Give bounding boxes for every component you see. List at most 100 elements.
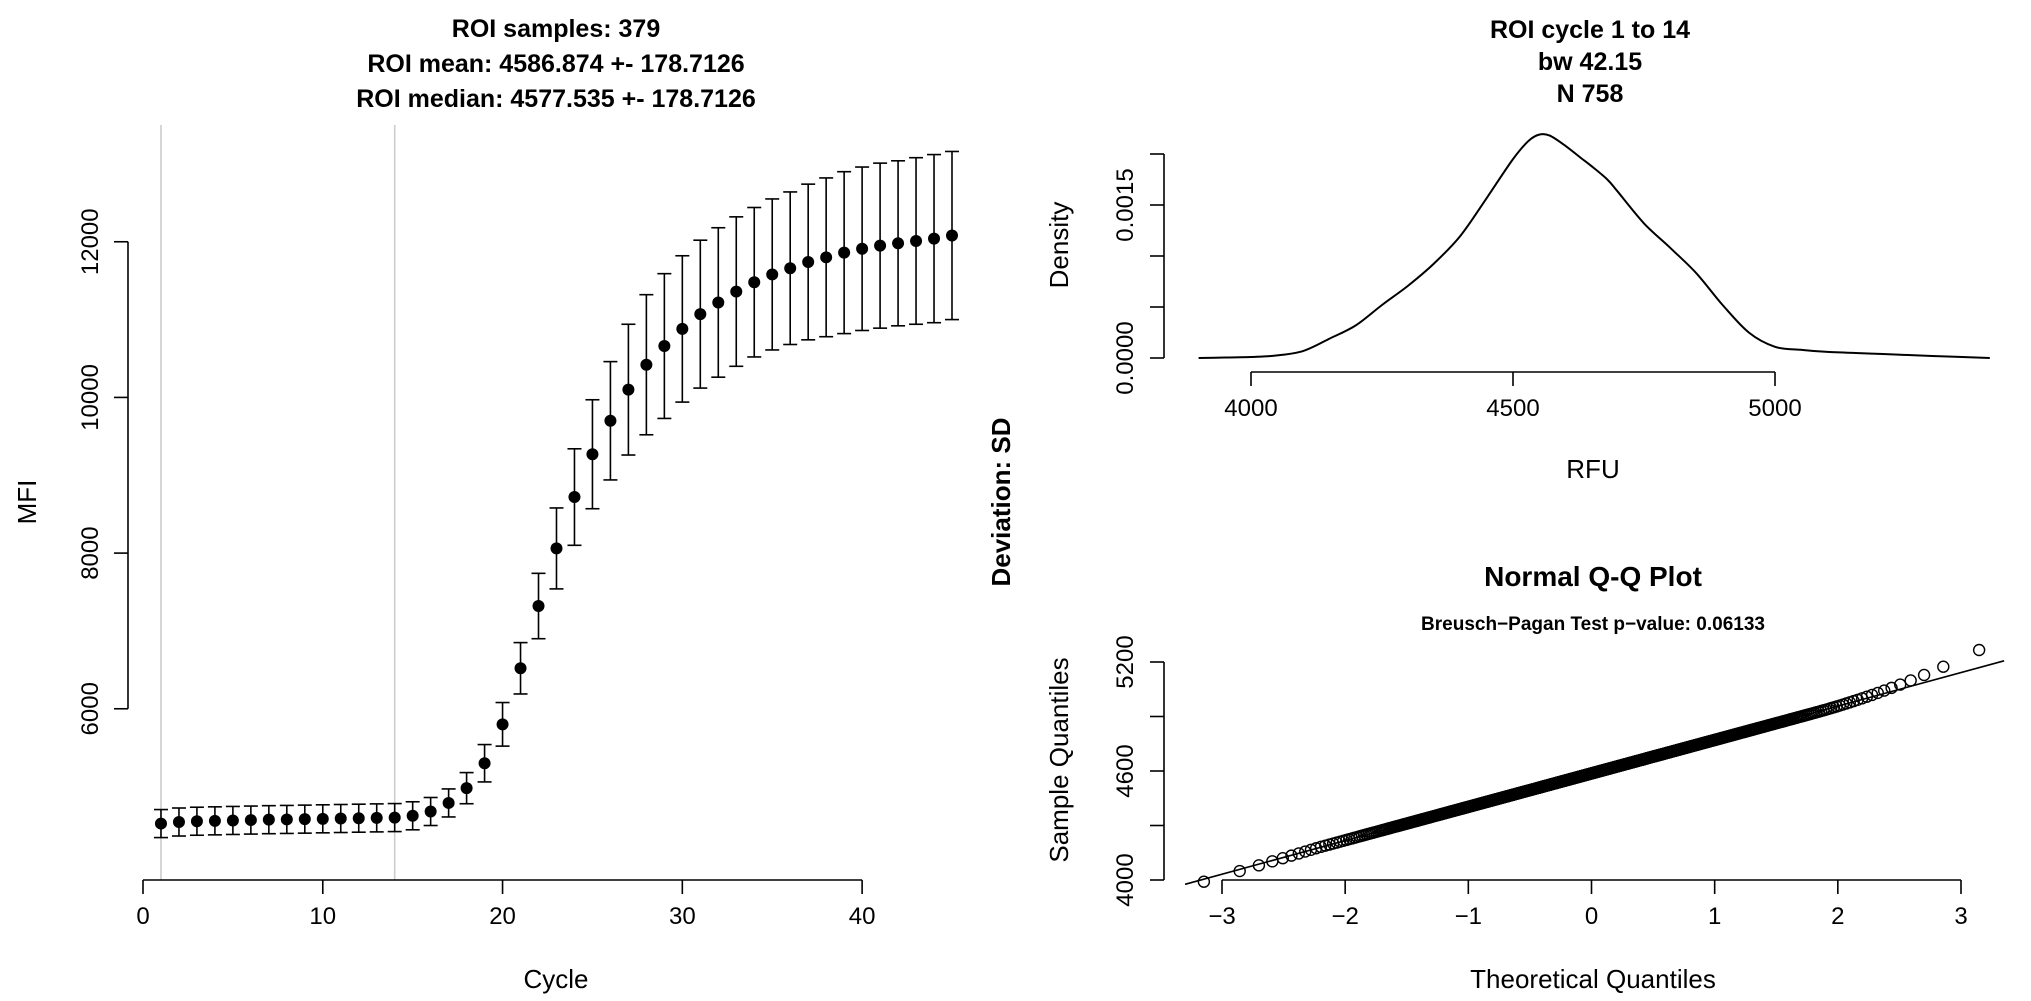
- data-point: [532, 600, 545, 613]
- density-y-tick-label: 0.0000: [1112, 321, 1139, 394]
- mfi-cycle-plot: 6000 8000 10000 12000 0 10 20 30 40: [77, 125, 959, 930]
- data-point: [766, 268, 779, 281]
- density-x-tick-label: 5000: [1748, 395, 1801, 422]
- density-y-label: Density: [1044, 202, 1074, 289]
- data-point: [442, 796, 455, 809]
- left-title-line-1: ROI samples: 379: [452, 15, 660, 43]
- data-point: [568, 491, 581, 504]
- qq-point: [1309, 842, 1323, 855]
- qq-point: [1285, 849, 1298, 862]
- qq-x-tick-label: −1: [1455, 903, 1482, 930]
- data-point: [352, 812, 365, 825]
- qq-plot: 4000 4600 5200 −3 −2 −1 0 1 2 3: [1112, 635, 2005, 930]
- data-point: [694, 308, 707, 321]
- left-title-line-3: ROI median: 4577.535 +- 178.7126: [356, 85, 756, 113]
- left-y-tick-label: 12000: [77, 208, 104, 275]
- density-x-tick-label: 4500: [1486, 395, 1539, 422]
- left-title: ROI samples: 379 ROI mean: 4586.874 +- 1…: [356, 15, 756, 113]
- qq-title: Normal Q-Q Plot: [1484, 561, 1702, 592]
- qq-y-label: Sample Quantiles: [1044, 657, 1074, 862]
- data-point: [604, 414, 617, 427]
- qq-point: [1885, 681, 1898, 695]
- left-x-label: Cycle: [523, 964, 588, 994]
- data-point: [370, 811, 383, 824]
- data-point: [298, 813, 311, 826]
- qq-y-tick-label: 4600: [1112, 744, 1139, 797]
- data-point: [514, 662, 527, 675]
- qq-x-tick-label: −2: [1331, 903, 1358, 930]
- left-x-tick-label: 30: [669, 903, 696, 930]
- data-point: [406, 809, 419, 822]
- density-title-line-3: N 758: [1557, 80, 1624, 108]
- data-point: [172, 816, 185, 829]
- data-point: [190, 815, 203, 828]
- left-x-tick-label: 0: [136, 903, 149, 930]
- density-title-line-2: bw 42.15: [1538, 48, 1642, 76]
- data-point: [280, 813, 293, 826]
- qq-point: [1904, 674, 1917, 687]
- qq-x-tick-label: 1: [1708, 903, 1721, 930]
- data-point: [928, 232, 941, 245]
- data-point: [838, 246, 851, 259]
- data-point: [946, 229, 958, 242]
- data-point: [316, 812, 329, 825]
- qq-point: [1893, 678, 1907, 691]
- data-point: [820, 251, 833, 264]
- data-point: [226, 814, 239, 827]
- left-y-tick-label: 6000: [77, 682, 104, 735]
- left-x-tick-label: 10: [309, 903, 336, 930]
- data-point: [892, 237, 905, 250]
- data-point: [622, 383, 635, 396]
- density-title-line-1: ROI cycle 1 to 14: [1490, 16, 1690, 44]
- data-point: [424, 805, 437, 818]
- qq-x-tick-label: −3: [1208, 903, 1235, 930]
- qq-x-tick-label: 2: [1831, 903, 1844, 930]
- qq-point: [1917, 668, 1931, 682]
- data-point: [802, 255, 815, 268]
- qq-point: [1871, 686, 1884, 700]
- data-point: [208, 814, 221, 827]
- qq-y-tick-label: 5200: [1112, 635, 1139, 688]
- density-x-tick-label: 4000: [1224, 395, 1277, 422]
- data-point: [586, 448, 599, 461]
- qq-point: [1299, 845, 1312, 858]
- qq-point: [1937, 660, 1950, 673]
- qq-point: [1292, 847, 1305, 860]
- data-point: [748, 276, 761, 289]
- qq-subtitle: Breusch−Pagan Test p−value: 0.06133: [1421, 614, 1765, 635]
- qq-y-tick-label: 4000: [1112, 853, 1139, 906]
- data-point: [460, 782, 473, 795]
- left-title-line-2: ROI mean: 4586.874 +- 178.7126: [367, 50, 744, 78]
- qq-point: [1972, 643, 1986, 657]
- qq-point: [1233, 864, 1246, 878]
- data-point: [496, 718, 509, 731]
- left-x-tick-label: 20: [489, 903, 516, 930]
- data-point: [712, 296, 725, 309]
- qq-point: [1860, 690, 1874, 703]
- data-point: [658, 340, 671, 353]
- data-point: [388, 811, 401, 824]
- qq-point: [1865, 688, 1879, 702]
- data-point: [262, 813, 275, 826]
- left-y-tick-label: 8000: [77, 526, 104, 579]
- density-plot: 0.0000 0.0015 4000 4500 5000: [1112, 133, 1990, 422]
- data-point: [640, 358, 653, 371]
- data-point: [856, 242, 869, 255]
- data-point: [910, 234, 923, 247]
- density-y-tick-label: 0.0015: [1112, 168, 1139, 241]
- data-point: [154, 817, 167, 830]
- data-point: [874, 239, 887, 252]
- density-title: ROI cycle 1 to 14 bw 42.15 N 758: [1490, 16, 1690, 108]
- data-point: [478, 757, 491, 770]
- data-point: [334, 812, 347, 825]
- density-curve: [1198, 133, 1990, 359]
- data-point: [676, 322, 689, 335]
- density-x-label: RFU: [1566, 454, 1619, 484]
- qq-point: [1276, 851, 1290, 865]
- data-point: [550, 542, 563, 555]
- qq-point: [1252, 859, 1266, 872]
- qq-x-tick-label: 3: [1954, 903, 1967, 930]
- data-point: [784, 262, 797, 275]
- qq-x-label: Theoretical Quantiles: [1470, 964, 1716, 994]
